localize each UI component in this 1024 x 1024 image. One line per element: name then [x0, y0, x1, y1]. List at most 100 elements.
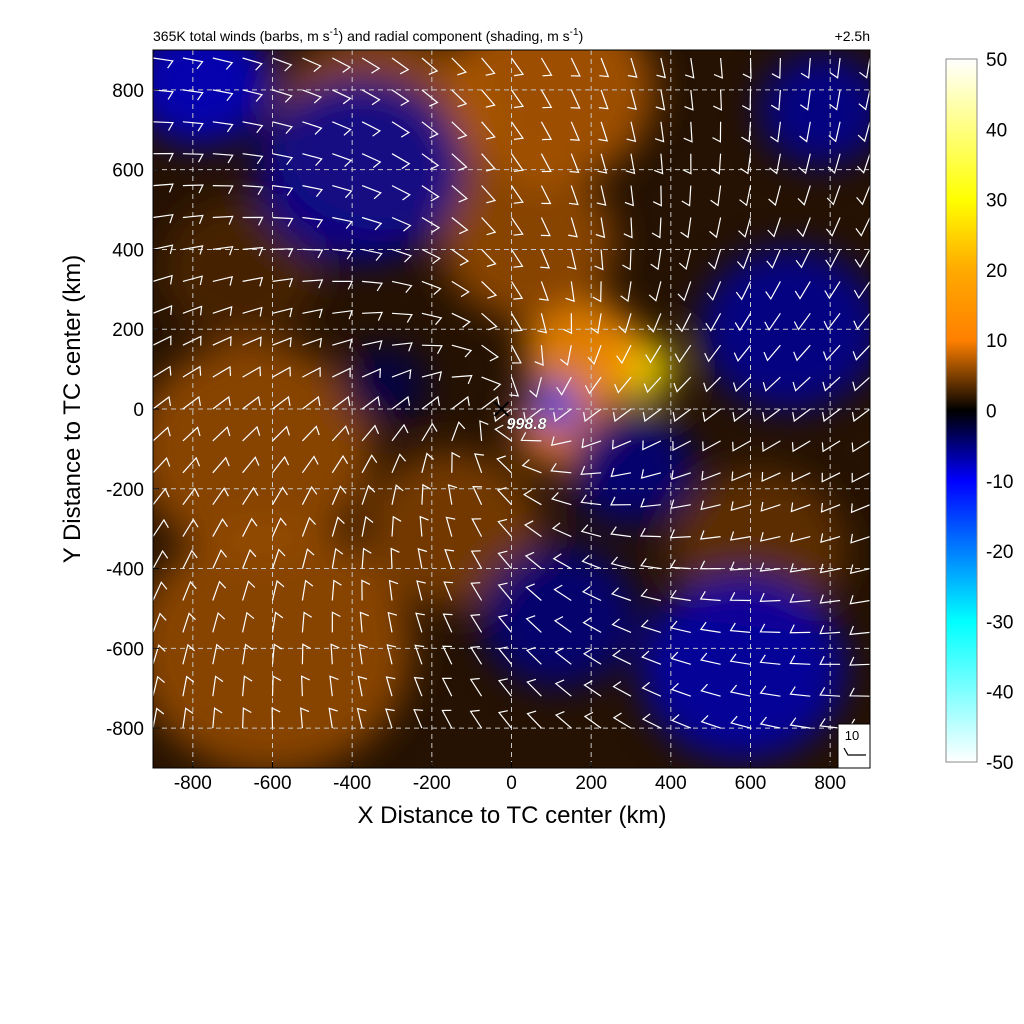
wind-barb-327: [570, 121, 581, 141]
wind-barb-99: [272, 366, 291, 378]
wind-barb-54: [212, 395, 231, 410]
wind-barb-462: [759, 716, 781, 729]
wind-barb-90: [271, 643, 283, 665]
wind-barb-207: [421, 422, 438, 442]
wind-barb-30: [182, 456, 201, 474]
wind-barb-275: [509, 376, 520, 397]
wind-barb-215: [421, 185, 440, 202]
wind-barb-36: [182, 275, 203, 286]
wind-barb-514: [821, 472, 841, 483]
wind-barb-302: [540, 217, 551, 237]
wind-barb-444: [729, 592, 751, 602]
wind-barb-259: [481, 185, 497, 204]
wind-barb-17: [153, 183, 174, 193]
colorbar-tick-label-1: 40: [986, 120, 1007, 141]
wind-barb-300: [539, 281, 549, 301]
wind-barb-476: [765, 281, 781, 301]
wind-barb-32: [182, 395, 201, 410]
wind-barb-390: [651, 217, 662, 239]
wind-barb-366: [620, 281, 632, 303]
wind-barb-52: [212, 456, 230, 474]
wind-barb-503: [799, 121, 811, 143]
wind-barb-391: [652, 185, 662, 207]
wind-barb-421: [699, 621, 721, 633]
x-tick-label-6: 400: [655, 773, 687, 794]
wind-barb-28: [182, 518, 199, 537]
wind-barb-121: [302, 366, 321, 378]
wind-barb-26: [182, 580, 197, 601]
wind-barb-201: [415, 612, 425, 633]
wind-barb-72: [242, 517, 258, 537]
wind-barb-381: [640, 498, 661, 508]
wind-barb-143: [332, 367, 351, 378]
wind-barb-460: [741, 89, 752, 111]
wind-barb-282: [511, 153, 524, 172]
wind-barb-541: [853, 312, 870, 331]
wind-barb-304: [540, 153, 552, 173]
wind-barb-228: [451, 451, 461, 473]
wind-barb-91: [271, 611, 284, 633]
wind-barb-119: [301, 425, 320, 442]
colorbar-tick-label-7: -20: [986, 542, 1013, 563]
wind-barb-346: [595, 217, 606, 239]
wind-barb-452: [733, 344, 751, 362]
wind-barb-296: [523, 408, 542, 423]
wind-barb-78: [242, 336, 262, 347]
wind-barb-106: [272, 153, 294, 166]
wind-barb-524: [827, 153, 841, 175]
wind-barb-439: [713, 57, 723, 79]
wind-barb-214: [421, 216, 441, 234]
wind-barb-266: [497, 646, 512, 665]
wind-barb-500: [796, 217, 811, 238]
wind-barb-404: [671, 470, 691, 480]
colorbar-tick-label-10: -50: [986, 753, 1013, 774]
wind-barb-33: [182, 365, 202, 378]
wind-barb-442: [729, 653, 751, 665]
wind-barb-193: [391, 185, 411, 201]
wind-barb-89: [271, 675, 282, 697]
wind-barb-196: [391, 89, 410, 107]
wind-barb-156: [358, 643, 368, 665]
wind-barb-103: [272, 248, 294, 258]
wind-barb-492: [791, 472, 811, 483]
wind-barb-258: [481, 217, 497, 236]
wind-barb-516: [822, 408, 841, 423]
wind-barb-295: [520, 432, 542, 442]
wind-barb-229: [451, 421, 466, 442]
wind-barb-174: [361, 89, 381, 106]
wind-barb-502: [798, 153, 811, 175]
wind-barb-231: [451, 374, 473, 385]
wind-barb-164: [361, 395, 381, 410]
wind-barb-495: [792, 376, 811, 392]
reference-barb-label: 10: [845, 728, 859, 743]
wind-barb-466: [759, 592, 781, 602]
wind-barb-60: [212, 215, 234, 225]
wind-barb-535: [850, 503, 870, 514]
wind-barb-434: [709, 217, 722, 239]
wind-barb-4: [153, 581, 168, 601]
wind-barb-387: [646, 313, 662, 333]
shading-blob-11: [527, 379, 584, 431]
y-tick-label-4: 0: [133, 400, 144, 421]
wind-barb-410: [677, 281, 692, 302]
wind-barb-48: [212, 580, 227, 601]
wind-barb-230: [451, 395, 470, 410]
wind-barb-322: [565, 281, 575, 303]
wind-barb-501: [797, 185, 811, 206]
wind-barb-205: [421, 483, 431, 505]
wind-barb-163: [361, 424, 380, 442]
wind-barb-305: [540, 121, 553, 141]
wind-barb-542: [853, 281, 870, 300]
wind-barb-491: [790, 502, 811, 513]
wind-barb-401: [669, 559, 691, 570]
wind-barb-389: [650, 249, 662, 271]
shading-blob-15: [758, 52, 870, 168]
wind-barb-540: [852, 344, 870, 361]
wind-barb-12: [153, 335, 172, 346]
wind-barb-431: [705, 313, 722, 332]
wind-barb-47: [212, 611, 226, 633]
wind-barb-3: [153, 612, 167, 633]
wind-barb-134: [330, 643, 340, 665]
wind-barb-130: [302, 89, 323, 104]
wind-barb-411: [678, 249, 692, 270]
